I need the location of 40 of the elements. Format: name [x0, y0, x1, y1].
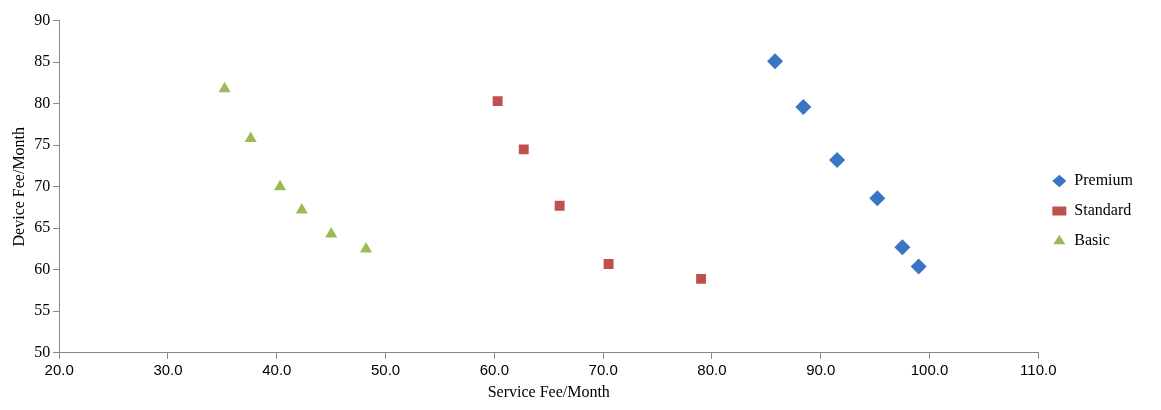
point: [218, 81, 231, 93]
point: [492, 96, 503, 107]
point: [603, 258, 614, 269]
x-tick-label: 100.0: [910, 360, 949, 378]
point: [910, 258, 927, 275]
x-tick-label: 30.0: [153, 360, 183, 378]
y-tick-label: 55: [34, 301, 51, 319]
x-axis-title: Service Fee/Month: [487, 382, 610, 400]
point: [696, 273, 707, 284]
point: [518, 144, 529, 155]
x-tick-label: 60.0: [479, 360, 509, 378]
x-tick-label: 50.0: [370, 360, 401, 378]
point: [554, 200, 565, 211]
point: [795, 98, 812, 115]
x-tick-label: 80.0: [697, 360, 727, 378]
y-tick-label: 75: [34, 135, 51, 153]
point: [295, 202, 308, 214]
y-tick-label: 60: [34, 259, 51, 277]
legend-label: Standard: [1074, 201, 1132, 219]
y-tick-label: 90: [34, 10, 51, 28]
point: [829, 152, 846, 169]
y-tick-label: 65: [34, 218, 51, 236]
x-tick-label: 110.0: [1020, 360, 1057, 378]
point: [894, 239, 911, 256]
y-tick-label: 50: [34, 343, 51, 360]
y-axis-title: Device Fee/Month: [9, 126, 27, 247]
point: [869, 190, 886, 207]
x-tick-label: 70.0: [588, 360, 618, 378]
point: [325, 227, 338, 238]
point: [273, 179, 287, 191]
y-tick-label: 70: [34, 176, 51, 194]
x-tick-label: 40.0: [262, 360, 292, 378]
x-tick-label: 90.0: [806, 360, 836, 378]
x-tick-label: 20.0: [44, 360, 74, 378]
point: [244, 131, 257, 143]
legend-label: Premium: [1074, 171, 1134, 189]
legend-label: Basic: [1074, 231, 1110, 249]
y-tick-label: 80: [34, 93, 51, 111]
y-tick-label: 85: [34, 52, 51, 70]
point: [767, 53, 784, 70]
